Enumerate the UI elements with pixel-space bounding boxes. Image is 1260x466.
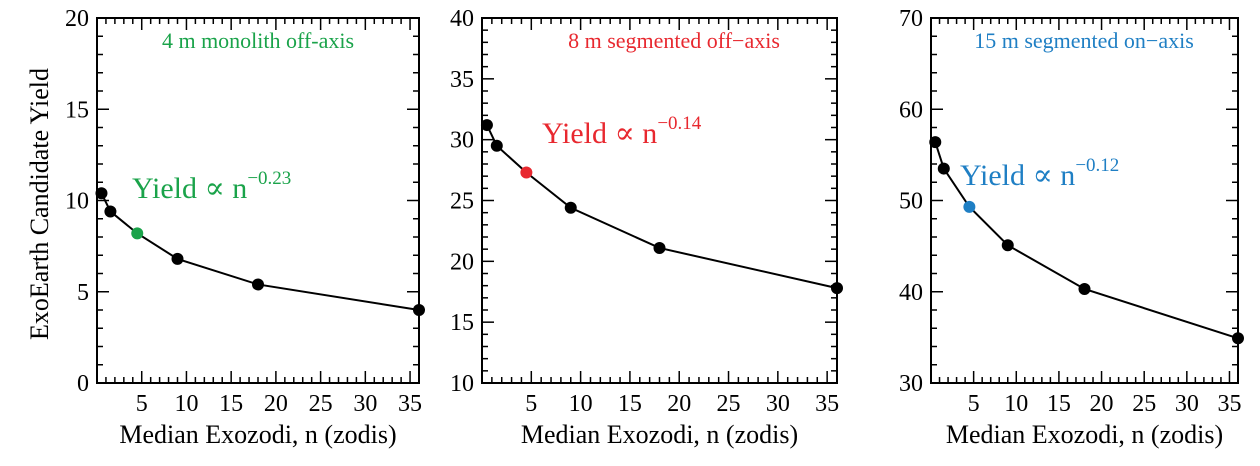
panel-3-data-point [1001,239,1014,252]
y-axis-title: ExoEarth Candidate Yield [25,68,54,340]
panel-2-y-tick-label: 15 [450,310,474,336]
panel-2-annotation-exponent: −0.14 [657,113,701,134]
panel-1-x-tick-label: 35 [398,391,422,417]
panel-1: 5 10 15 20 25 30 35 0 5 10 15 20 Median Exozodi, n (… [65,6,425,449]
panel-1-x-tick-label: 30 [353,391,377,417]
panel-2: 5 10 15 20 25 30 35 10 15 20 25 30 35 40 Median Exozod… [450,6,843,449]
panel-2-frame [481,17,838,384]
panel-3-x-tick-label: 15 [1047,391,1071,417]
panel-2-highlight-point [520,166,533,179]
panel-3-y-tick-label: 40 [899,280,923,306]
panel-1-x-axis-title: Median Exozodi, n (zodis) [119,420,396,449]
panel-2-data-point [653,241,666,254]
panel-1-highlight-point [131,227,144,240]
panel-2-x-tick-label: 5 [525,391,537,417]
panel-3-data-point [1078,283,1091,296]
panel-1-data-point [252,278,264,291]
panel-3-y-tick-label: 30 [899,371,923,397]
panel-2-data-point [831,282,843,295]
panel-2-y-tick-label: 35 [450,67,474,93]
panel-3-x-tick-label: 5 [968,391,980,417]
panel-2-x-tick-label: 35 [815,391,839,417]
panel-3-x-tick-label: 10 [1004,391,1028,417]
panel-1-y-tick-label: 10 [65,189,89,215]
panel-2-x-tick-label: 30 [766,391,790,417]
panel-3-y-tick-label: 70 [899,6,923,32]
panel-1-annotation-exponent: −0.23 [247,168,291,189]
panel-2-x-axis-title: Median Exozodi, n (zodis) [521,420,798,449]
panel-1-data-point [413,304,425,316]
panel-2-y-tick-label: 25 [450,189,474,215]
panel-2-x-tick-label: 25 [717,391,741,417]
panel-2-y-tick-label: 30 [450,128,474,154]
panel-2-y-tick-label: 20 [450,249,474,275]
panel-1-x-tick-label: 5 [136,391,148,417]
panel-1-series-line [100,192,420,311]
panel-3-y-tick-label: 50 [899,189,923,215]
panel-3-data-point [929,136,942,149]
panel-3-x-tick-label: 30 [1175,391,1199,417]
panel-1-annotation: Yield ∝ n−0.23 [132,168,291,205]
panel-3-frame [930,17,1239,384]
panel-2-series-line [486,124,838,290]
panel-3-x-tick-label: 20 [1090,391,1114,417]
panel-3-x-tick-label: 25 [1132,391,1156,417]
panel-1-x-tick-label: 20 [264,391,288,417]
panel-3-y-tick-label: 60 [899,97,923,123]
panel-2-x-tick-label: 10 [569,391,593,417]
panel-2-title: 8 m segmented off−axis [568,28,780,53]
panel-2-x-tick-label: 15 [618,391,642,417]
panel-1-title: 4 m monolith off-axis [162,28,354,53]
panel-1-x-tick-label: 15 [219,391,243,417]
panel-1-y-tick-label: 0 [77,371,89,397]
panel-3-x-axis-title: Median Exozodi, n (zodis) [946,420,1223,449]
panel-3-highlight-point [963,200,976,213]
panel-3-data-point [937,162,950,175]
panel-2-y-tick-label: 10 [450,371,474,397]
panel-2-data-point [490,139,503,152]
panel-1-data-point [95,187,108,200]
panel-2-y-tick-label: 40 [450,6,474,32]
chart-panels: 5 10 15 20 25 30 35 0 5 10 15 20 Median Exozodi, n (… [65,6,1244,449]
panel-2-data-point [480,119,493,132]
panel-1-y-tick-label: 15 [65,97,89,123]
panel-3-title: 15 m segmented on−axis [974,28,1194,53]
panel-1-x-tick-label: 25 [309,391,333,417]
panel-3-data-point [1232,332,1244,345]
panel-3-x-tick-label: 35 [1217,391,1241,417]
panel-2-annotation: Yield ∝ n−0.14 [542,113,702,150]
panel-1-data-point [171,252,184,265]
panel-1-x-tick-label: 10 [174,391,198,417]
panel-1-data-point [104,205,117,218]
panel-3: 5 10 15 20 25 30 35 30 40 50 60 70 Median Exozodi, n… [899,6,1244,449]
panel-3-annotation: Yield ∝ n−0.12 [960,155,1119,192]
panel-2-data-point [564,201,577,214]
panel-3-annotation-exponent: −0.12 [1075,155,1119,176]
panel-1-y-tick-label: 20 [65,6,89,32]
panel-1-y-tick-label: 5 [77,280,89,306]
panel-2-x-tick-label: 20 [667,391,691,417]
